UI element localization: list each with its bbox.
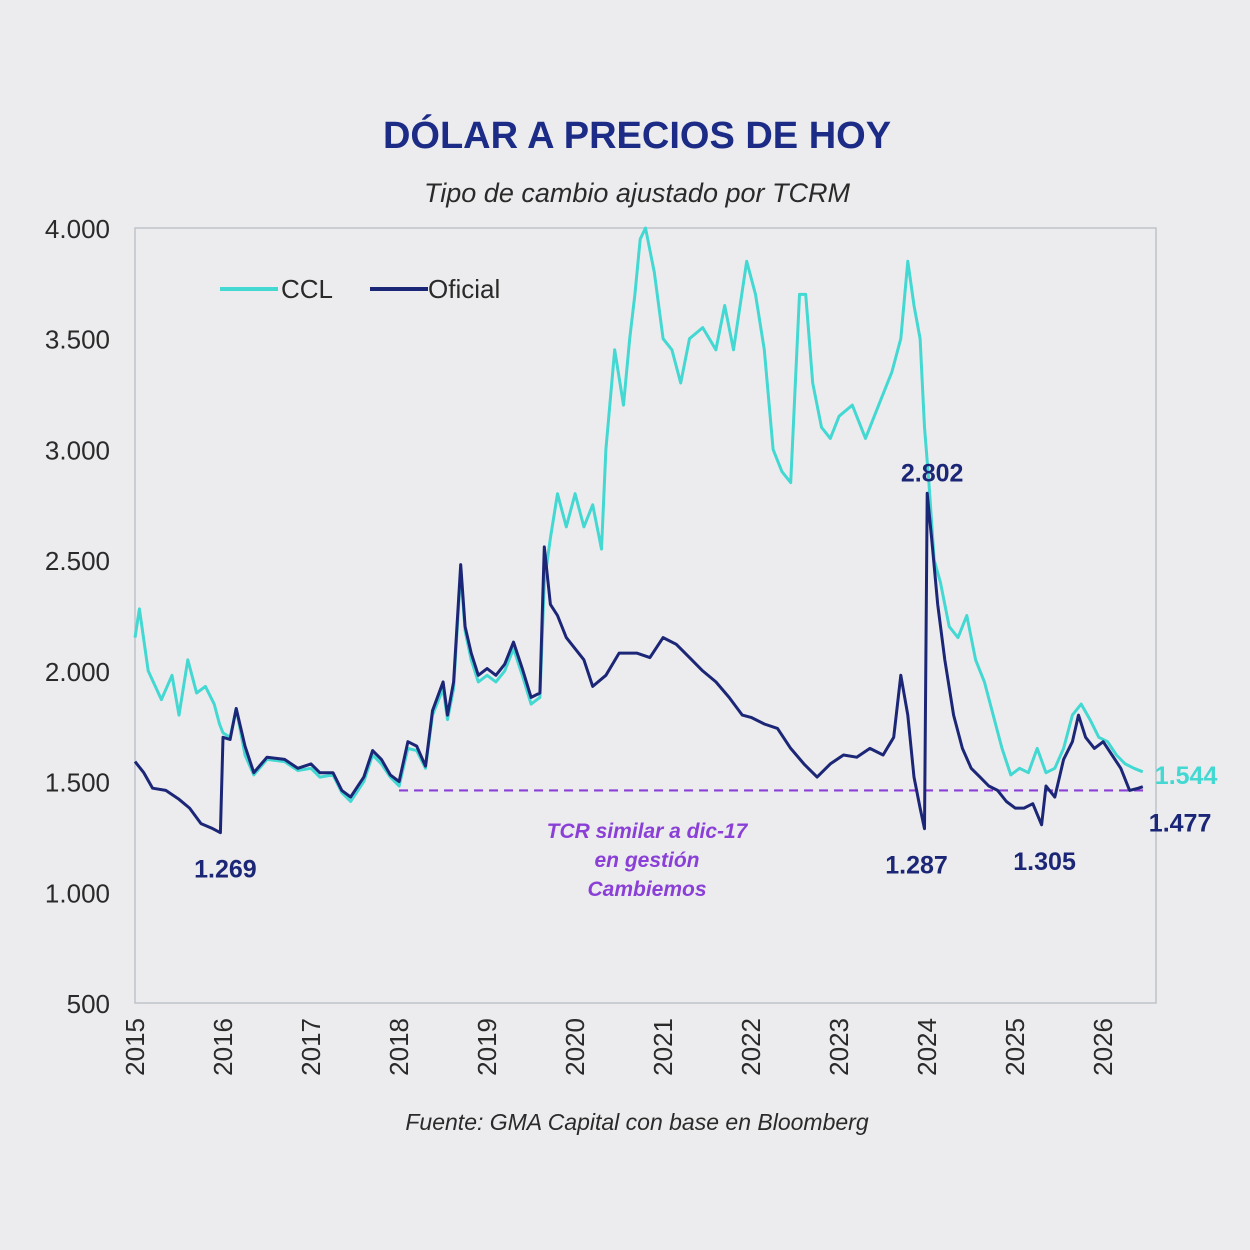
legend-label-oficial: Oficial [428,274,500,304]
x-tick-label: 2019 [472,1018,502,1076]
data-label: 1.269 [194,856,257,884]
x-tick-label: 2016 [208,1018,238,1076]
chart-subtitle: Tipo de cambio ajustado por TCRM [424,178,850,208]
legend-label-ccl: CCL [281,274,333,304]
reference-note-line-1: TCR similar a dic-17 [547,820,749,843]
legend: CCL Oficial [220,274,500,304]
x-tick-label: 2023 [824,1018,854,1076]
x-tick-label: 2018 [384,1018,414,1076]
x-axis: 2015 2016 2017 2018 2019 2020 2021 2022 2023 2024… [120,1018,1118,1076]
y-tick-label: 500 [67,989,110,1019]
reference-note: TCR similar a dic-17 en gestión Cambiemo… [547,820,749,901]
x-tick-label: 2021 [648,1018,678,1076]
reference-note-line-3: Cambiemos [587,878,706,901]
x-tick-label: 2020 [560,1018,590,1076]
y-tick-label: 1.500 [45,768,110,798]
plot-area [134,227,1157,1004]
reference-note-line-2: en gestión [594,849,699,872]
x-tick-label: 2017 [296,1018,326,1076]
y-tick-label: 2.000 [45,657,110,687]
y-tick-label: 3.000 [45,435,110,465]
y-tick-label: 2.500 [45,546,110,576]
data-label: 1.287 [885,852,948,880]
data-label: 1.305 [1013,848,1076,876]
y-tick-label: 1.000 [45,878,110,908]
x-tick-label: 2024 [912,1018,942,1076]
data-label: 2.802 [901,459,964,487]
series-line-oficial [133,491,1144,835]
y-axis: 500 1.000 1.500 2.000 2.500 3.000 3.500 4.000 [45,214,110,1019]
series-line-ccl [133,226,1144,803]
data-label: 1.544 [1155,762,1218,790]
x-tick-label: 2015 [120,1018,150,1076]
y-tick-label: 3.500 [45,325,110,355]
data-label: 1.477 [1149,810,1212,838]
source-note: Fuente: GMA Capital con base en Bloomber… [405,1109,868,1135]
x-tick-label: 2025 [1000,1018,1030,1076]
chart-title: DÓLAR A PRECIOS DE HOY [383,113,891,157]
annotations: 1.269 2.802 1.287 1.305 1.544 1.477 [194,459,1217,883]
x-tick-label: 2026 [1088,1018,1118,1076]
y-tick-label: 4.000 [45,214,110,244]
x-tick-label: 2022 [736,1018,766,1076]
